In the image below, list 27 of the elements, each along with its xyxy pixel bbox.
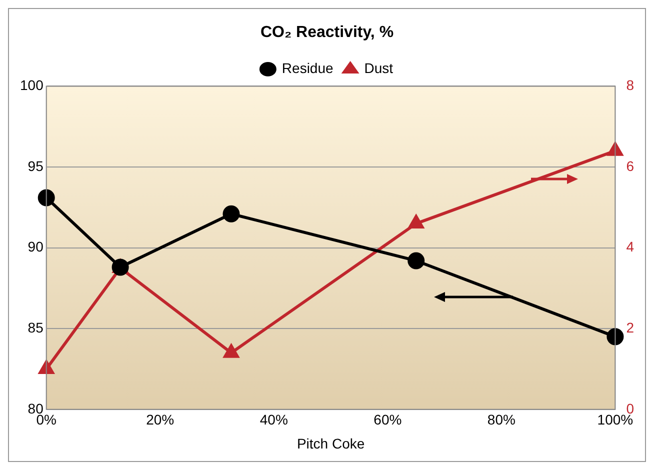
x-tick-label: 60%: [374, 412, 402, 428]
point: [38, 360, 54, 374]
chart-title: CO₂ Reactivity, %: [260, 24, 394, 42]
x-tick-label: 80%: [487, 412, 516, 428]
point: [408, 252, 425, 270]
y2-tick-label: 4: [626, 238, 634, 255]
point: [606, 328, 624, 346]
y2-tick-label: 8: [626, 77, 634, 94]
x-tick-label: 20%: [146, 412, 174, 428]
y-tick-label: 90: [28, 238, 44, 255]
point: [38, 189, 55, 206]
y2-tick-label: 0: [626, 400, 634, 416]
y2-tick-label: 2: [626, 319, 634, 336]
point: [408, 215, 424, 229]
y-tick-label: 85: [28, 319, 44, 336]
x-tick-label: 40%: [260, 412, 288, 428]
point: [608, 142, 623, 156]
legend-label: Dust: [364, 60, 394, 76]
legend-label: Residue: [282, 60, 334, 76]
x-axis-title: Pitch Coke: [296, 435, 365, 452]
point: [224, 344, 239, 358]
point: [222, 205, 240, 222]
y-tick-label: 80: [28, 400, 44, 416]
y-tick-label: 100: [20, 77, 44, 94]
point: [112, 258, 129, 276]
y2-tick-label: 6: [626, 158, 634, 174]
y-tick-label: 95: [28, 158, 44, 174]
